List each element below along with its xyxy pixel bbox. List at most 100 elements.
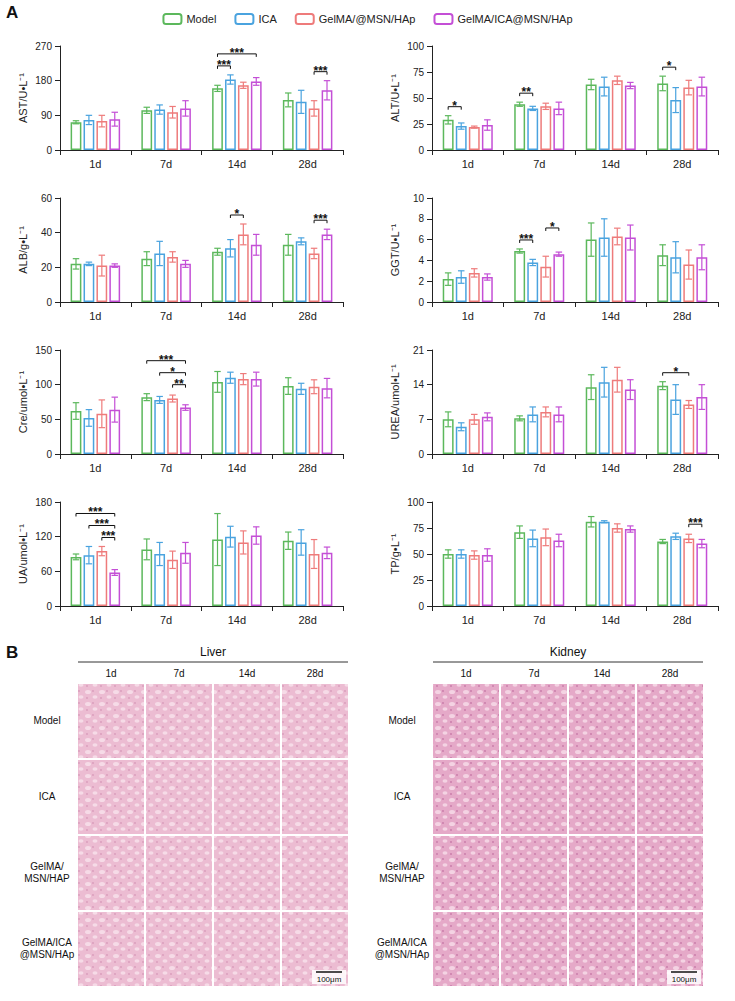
svg-text:75: 75 [413,523,425,534]
svg-text:7d: 7d [160,614,172,626]
svg-text:***: *** [314,212,328,226]
svg-text:ICA: ICA [39,791,56,802]
svg-text:0: 0 [46,145,52,156]
svg-text:*: * [235,207,240,221]
svg-text:100: 100 [407,41,424,52]
svg-text:Model: Model [388,715,415,726]
svg-text:GelMA/MSN/HAP: GelMA/MSN/HAP [379,861,425,884]
svg-text:*: * [170,365,175,379]
svg-text:90: 90 [41,110,53,121]
svg-text:14d: 14d [602,614,620,626]
svg-text:270: 270 [35,41,52,52]
svg-text:0: 0 [418,297,424,308]
svg-text:ICA: ICA [258,13,277,25]
svg-text:B: B [6,643,18,662]
svg-text:7d: 7d [160,158,172,170]
svg-text:UA/umol•L⁻¹: UA/umol•L⁻¹ [17,524,29,584]
svg-text:**: ** [174,377,184,391]
svg-text:7d: 7d [533,614,545,626]
svg-text:0: 0 [46,601,52,612]
svg-text:ICA: ICA [394,791,411,802]
svg-text:14: 14 [413,379,425,390]
svg-text:180: 180 [35,497,52,508]
svg-text:6: 6 [418,234,424,245]
svg-text:14d: 14d [602,158,620,170]
svg-text:2: 2 [418,276,424,287]
svg-text:28d: 28d [673,158,691,170]
svg-text:Cre/umol•L⁻¹: Cre/umol•L⁻¹ [17,371,29,434]
svg-text:GelMA/@MSN/HAp: GelMA/@MSN/HAp [319,13,416,25]
svg-text:GelMA/MSN/HAP: GelMA/MSN/HAP [24,861,70,884]
svg-text:14d: 14d [228,310,246,322]
svg-text:50: 50 [413,93,425,104]
svg-text:GGT/U•L⁻¹: GGT/U•L⁻¹ [389,223,401,276]
svg-text:1d: 1d [105,668,116,679]
svg-text:20: 20 [41,262,53,273]
svg-text:28d: 28d [307,668,324,679]
svg-text:28d: 28d [298,462,316,474]
svg-text:14d: 14d [239,668,256,679]
svg-text:ALT/U•L⁻¹: ALT/U•L⁻¹ [389,74,401,122]
svg-text:TP/g•L⁻¹: TP/g•L⁻¹ [389,533,401,574]
svg-text:UREA/umol•L⁻¹: UREA/umol•L⁻¹ [389,364,401,439]
svg-text:60: 60 [41,193,53,204]
svg-text:1d: 1d [89,310,101,322]
svg-text:7d: 7d [533,462,545,474]
svg-text:GelMA/ICA@MSN/HAp: GelMA/ICA@MSN/HAp [20,937,75,960]
svg-text:7d: 7d [173,668,184,679]
svg-text:*: * [452,99,457,113]
svg-text:Liver: Liver [200,645,226,659]
svg-text:28d: 28d [673,462,691,474]
svg-text:21: 21 [413,345,425,356]
svg-text:ALB/g•L⁻¹: ALB/g•L⁻¹ [17,226,29,274]
svg-text:1d: 1d [89,158,101,170]
svg-text:100: 100 [407,497,424,508]
svg-text:***: *** [101,529,115,543]
svg-text:14d: 14d [602,310,620,322]
svg-text:0: 0 [418,449,424,460]
svg-text:7d: 7d [533,310,545,322]
svg-text:Model: Model [186,13,216,25]
svg-text:***: *** [88,505,102,519]
svg-text:7d: 7d [533,158,545,170]
svg-text:7: 7 [418,414,424,425]
svg-text:*: * [667,59,672,73]
svg-text:28d: 28d [298,158,316,170]
svg-text:120: 120 [35,531,52,542]
svg-text:28d: 28d [673,310,691,322]
svg-text:60: 60 [41,566,53,577]
svg-text:75: 75 [413,67,425,78]
svg-text:14d: 14d [228,462,246,474]
svg-text:0: 0 [418,145,424,156]
svg-text:100μm: 100μm [317,975,342,984]
svg-text:***: *** [159,353,173,367]
svg-text:1d: 1d [89,462,101,474]
svg-text:28d: 28d [662,668,679,679]
svg-text:4: 4 [418,255,424,266]
svg-text:8: 8 [418,213,424,224]
svg-text:28d: 28d [298,310,316,322]
svg-text:1d: 1d [462,158,474,170]
svg-text:***: *** [217,58,231,72]
svg-text:180: 180 [35,75,52,86]
svg-text:1d: 1d [462,462,474,474]
svg-text:***: *** [519,232,533,246]
svg-text:14d: 14d [594,668,611,679]
svg-text:*: * [550,220,555,234]
svg-text:GelMA/ICA@MSN/HAp: GelMA/ICA@MSN/HAp [375,937,430,960]
svg-text:7d: 7d [160,310,172,322]
svg-text:***: *** [230,46,244,60]
svg-text:1d: 1d [460,668,471,679]
svg-text:28d: 28d [673,614,691,626]
svg-text:10: 10 [413,193,425,204]
svg-text:150: 150 [35,345,52,356]
svg-text:**: ** [522,85,532,99]
svg-text:1d: 1d [462,614,474,626]
svg-text:0: 0 [46,297,52,308]
svg-text:Model: Model [33,715,60,726]
svg-text:1d: 1d [89,614,101,626]
svg-text:*: * [673,365,678,379]
svg-text:25: 25 [413,575,425,586]
svg-text:7d: 7d [528,668,539,679]
svg-text:40: 40 [41,227,53,238]
